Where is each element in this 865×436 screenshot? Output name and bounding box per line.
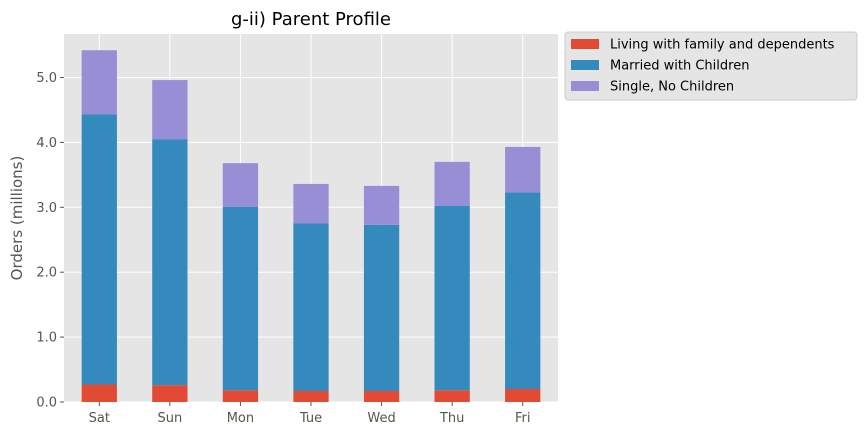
y-tick-label: 1.0 [36, 331, 57, 346]
bar-segment [505, 146, 541, 193]
bar-segment [222, 206, 259, 391]
bar-segment [434, 161, 470, 206]
bar-segment [152, 385, 188, 402]
bar-segment [152, 80, 188, 140]
legend-label: Single, No Children [610, 80, 734, 95]
legend-label: Living with family and dependents [610, 38, 835, 53]
bar-segment [81, 50, 117, 115]
bar-segment [222, 163, 259, 207]
bars [81, 50, 541, 402]
y-tick-label: 4.0 [36, 136, 57, 151]
y-tick-label: 5.0 [36, 71, 57, 86]
x-tick-label: Fri [515, 411, 531, 426]
bar-segment [293, 183, 329, 224]
x-tick-label: Tue [299, 411, 322, 426]
x-tick-label: Mon [227, 411, 254, 426]
bar-segment [81, 384, 117, 402]
legend-swatch [571, 81, 599, 91]
bar-segment [363, 185, 400, 225]
bar-segment [434, 205, 470, 391]
legend-label: Married with Children [610, 59, 749, 74]
bar-segment [363, 390, 400, 402]
x-tick-label: Sat [89, 411, 110, 426]
y-tick-label: 3.0 [36, 201, 57, 216]
y-axis-label: Orders (millions) [8, 156, 26, 281]
bar-segment [363, 224, 400, 391]
bar-segment [293, 390, 329, 402]
y-axis-ticks: 0.0 1.0 2.0 3.0 4.0 5.0 [36, 71, 64, 411]
chart-title: g-ii) Parent Profile [231, 9, 391, 30]
legend-box [564, 31, 858, 101]
bar-segment [152, 139, 188, 386]
bar-segment [81, 114, 117, 385]
bar-segment [434, 390, 470, 402]
bar-segment [505, 389, 541, 402]
y-tick-label: 0.0 [36, 396, 57, 411]
legend: Living with family and dependents Married… [564, 31, 858, 101]
bar-segment [505, 192, 541, 390]
legend-swatch [571, 60, 599, 70]
x-tick-label: Thu [439, 411, 464, 426]
bar-segment [222, 390, 259, 402]
legend-swatch [571, 39, 599, 49]
bar-segment [293, 223, 329, 391]
x-tick-label: Wed [367, 411, 395, 426]
y-tick-label: 2.0 [36, 266, 57, 281]
x-tick-label: Sun [157, 411, 182, 426]
x-axis-ticks: Sat Sun Mon Tue Wed Thu Fri [89, 402, 531, 426]
